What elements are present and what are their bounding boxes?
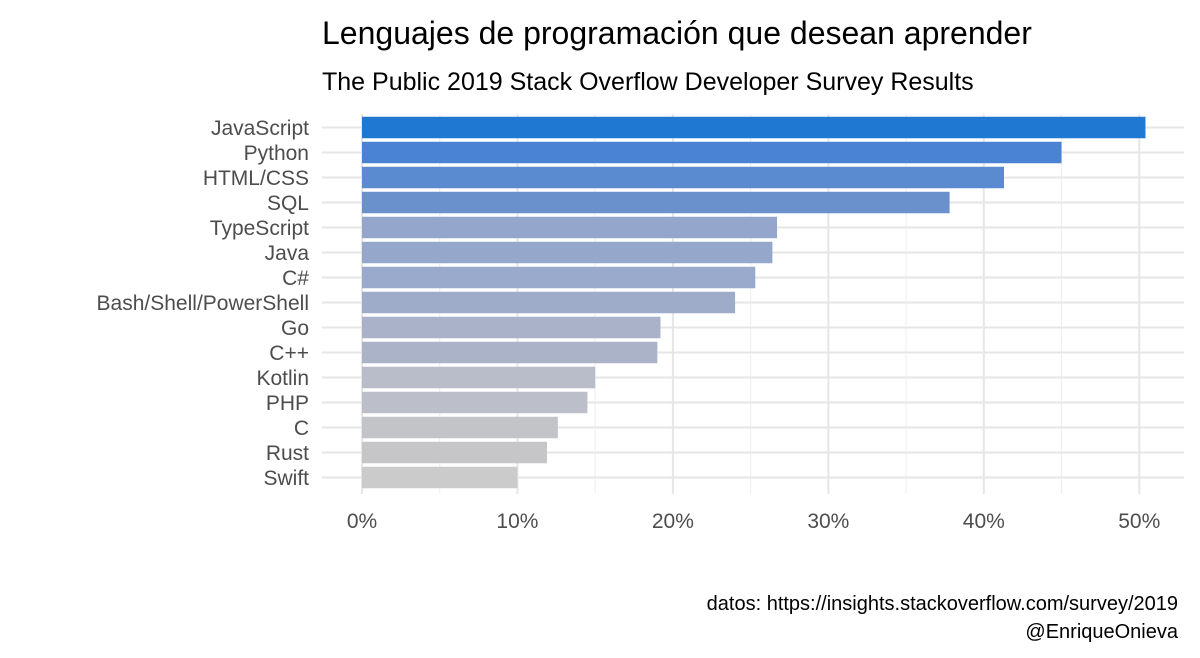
bar bbox=[362, 316, 661, 339]
category-label: C bbox=[294, 417, 309, 440]
bar bbox=[362, 366, 596, 389]
bar bbox=[362, 241, 773, 264]
bar bbox=[362, 191, 950, 214]
bar bbox=[362, 141, 1062, 164]
x-tick-label: 40% bbox=[963, 510, 1005, 533]
bar bbox=[362, 266, 756, 289]
category-label: SQL bbox=[267, 192, 309, 215]
bar bbox=[362, 341, 658, 364]
bar bbox=[362, 466, 518, 489]
bar bbox=[362, 166, 1005, 189]
category-label: Swift bbox=[263, 467, 309, 490]
bars bbox=[362, 116, 1146, 489]
chart-title: Lenguajes de programación que desean apr… bbox=[322, 15, 1032, 51]
x-axis-tick-labels: 0% 10% 20% 30% 40% 50% bbox=[347, 510, 1160, 533]
x-tick-label: 0% bbox=[347, 510, 377, 533]
bar bbox=[362, 441, 547, 464]
category-label: Java bbox=[265, 242, 310, 265]
category-label: HTML/CSS bbox=[203, 167, 309, 190]
bar bbox=[362, 291, 736, 314]
x-tick-label: 50% bbox=[1118, 510, 1160, 533]
category-label: TypeScript bbox=[210, 217, 309, 240]
category-label: C# bbox=[282, 267, 309, 290]
category-label: JavaScript bbox=[211, 117, 309, 140]
category-label: C++ bbox=[269, 342, 309, 365]
x-tick-label: 20% bbox=[652, 510, 694, 533]
bar bbox=[362, 116, 1146, 139]
category-label: PHP bbox=[266, 392, 309, 415]
category-label: Bash/Shell/PowerShell bbox=[97, 292, 309, 315]
category-labels: JavaScriptPythonHTML/CSSSQLTypeScriptJav… bbox=[97, 117, 310, 490]
category-label: Go bbox=[281, 317, 309, 340]
x-tick-label: 10% bbox=[496, 510, 538, 533]
bar bbox=[362, 416, 558, 439]
chart-subtitle: The Public 2019 Stack Overflow Developer… bbox=[322, 68, 974, 96]
bar bbox=[362, 391, 588, 414]
caption-author: @EnriqueOnieva bbox=[1025, 621, 1178, 643]
bar bbox=[362, 216, 778, 239]
category-label: Python bbox=[244, 142, 309, 165]
x-tick-label: 30% bbox=[807, 510, 849, 533]
category-label: Rust bbox=[266, 442, 309, 465]
category-label: Kotlin bbox=[256, 367, 309, 390]
caption-source: datos: https://insights.stackoverflow.co… bbox=[707, 593, 1178, 615]
